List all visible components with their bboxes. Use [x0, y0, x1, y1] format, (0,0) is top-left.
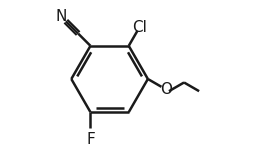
- Text: N: N: [56, 9, 67, 24]
- Text: Cl: Cl: [132, 19, 147, 34]
- Text: F: F: [86, 132, 95, 147]
- Text: O: O: [160, 82, 172, 97]
